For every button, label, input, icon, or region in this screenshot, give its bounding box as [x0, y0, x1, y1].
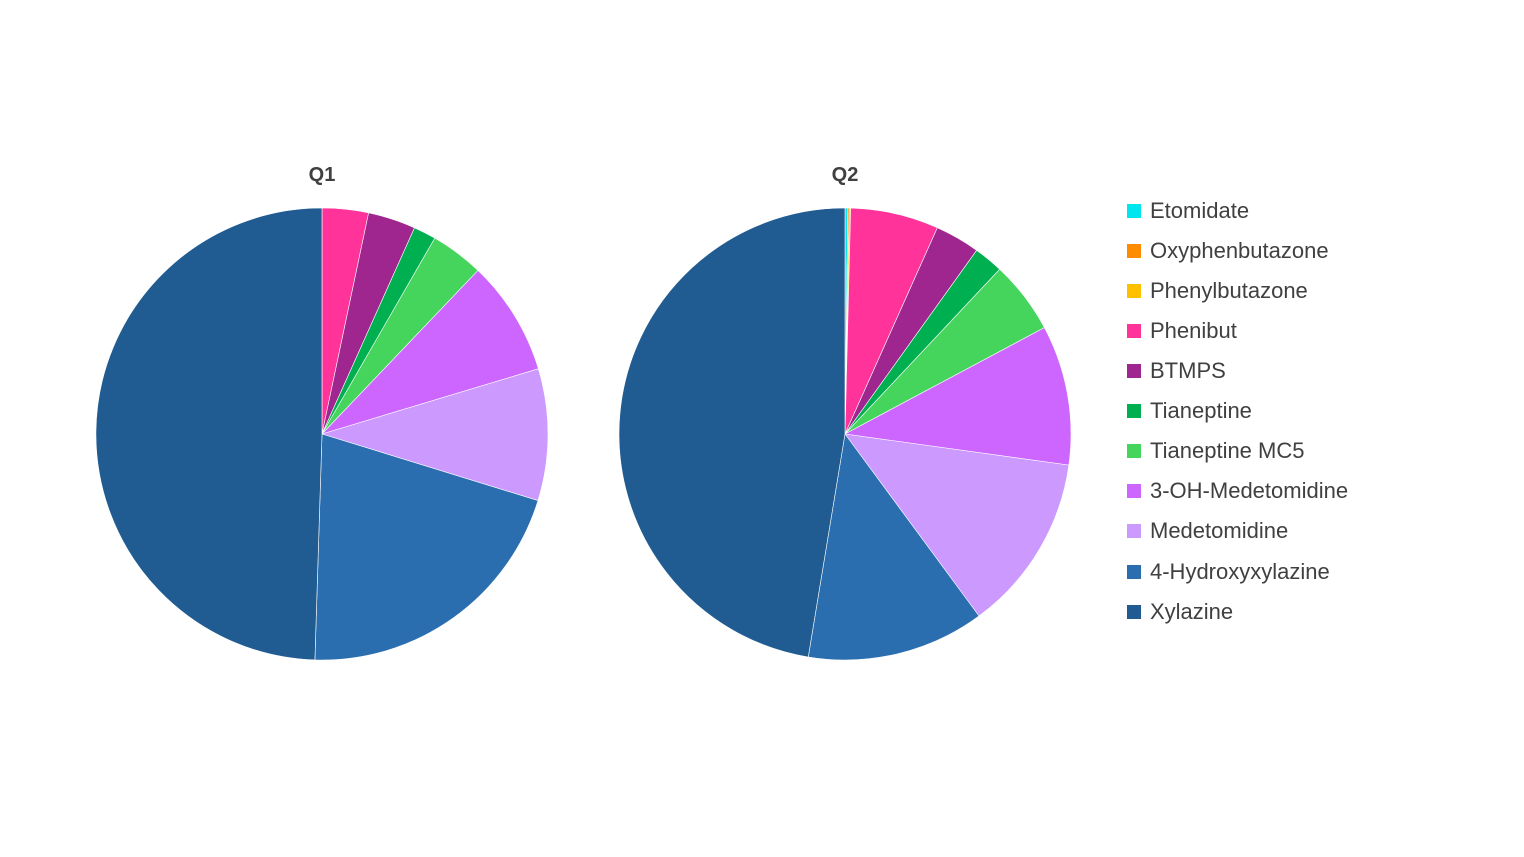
- pie-slice-q2-3-oh-medetomidine: [844, 327, 1072, 466]
- pie-slice-q1-3-oh-medetomidine: [320, 270, 539, 435]
- pie-slice-q1-medetomidine: [320, 368, 549, 501]
- legend-item-phenylbutazone: Phenylbutazone: [1127, 276, 1308, 306]
- legend-label: Oxyphenbutazone: [1150, 238, 1329, 263]
- legend-swatch: [1127, 565, 1141, 579]
- legend-label: Xylazine: [1150, 599, 1234, 624]
- legend-swatch: [1127, 284, 1141, 298]
- legend-item-btmps: BTMPS: [1127, 356, 1226, 386]
- legend-swatch: [1127, 444, 1141, 458]
- legend-item-medetomidine: Medetomidine: [1127, 516, 1288, 546]
- legend-label: Tianeptine MC5: [1150, 438, 1305, 463]
- legend-swatch: [1127, 484, 1141, 498]
- pie-q1: [95, 207, 549, 661]
- legend-label: Etomidate: [1150, 198, 1250, 223]
- legend-item-phenibut: Phenibut: [1127, 316, 1237, 346]
- chart-title-q1: Q1: [309, 164, 336, 186]
- legend-label: Phenibut: [1150, 318, 1237, 343]
- pie-slice-q2-xylazine: [618, 207, 846, 658]
- pie-slice-q2-4-hydroxyxylazine: [807, 433, 980, 661]
- legend-label: Tianeptine: [1150, 398, 1252, 423]
- legend-swatch: [1127, 204, 1141, 218]
- pie-slice-q1-xylazine: [95, 207, 323, 661]
- legend-label: BTMPS: [1150, 358, 1226, 383]
- legend-swatch: [1127, 605, 1141, 619]
- legend-item-oxyphenbutazone: Oxyphenbutazone: [1127, 236, 1329, 266]
- legend-label: Medetomidine: [1150, 518, 1289, 543]
- legend-swatch: [1127, 244, 1141, 258]
- pie-slice-q1-4-hydroxyxylazine: [314, 433, 539, 661]
- legend-swatch: [1127, 324, 1141, 338]
- legend-item-tianeptine-mc5: Tianeptine MC5: [1127, 436, 1304, 466]
- legend-swatch: [1127, 404, 1141, 418]
- legend-item-4-hydroxyxylazine: 4-Hydroxyxylazine: [1127, 557, 1330, 587]
- legend-label: 3-OH-Medetomidine: [1150, 478, 1349, 503]
- legend-item-3-oh-medetomidine: 3-OH-Medetomidine: [1127, 476, 1348, 506]
- pie-slice-q2-medetomidine: [844, 433, 1070, 617]
- pie-q2: [618, 207, 1072, 661]
- legend-label: Phenylbutazone: [1150, 278, 1308, 303]
- legend-item-etomidate: Etomidate: [1127, 196, 1249, 226]
- legend-label: 4-Hydroxyxylazine: [1150, 559, 1330, 584]
- legend-item-tianeptine: Tianeptine: [1127, 396, 1252, 426]
- legend-item-xylazine: Xylazine: [1127, 597, 1233, 627]
- chart-title-q2: Q2: [832, 164, 859, 186]
- legend-swatch: [1127, 524, 1141, 538]
- legend-swatch: [1127, 364, 1141, 378]
